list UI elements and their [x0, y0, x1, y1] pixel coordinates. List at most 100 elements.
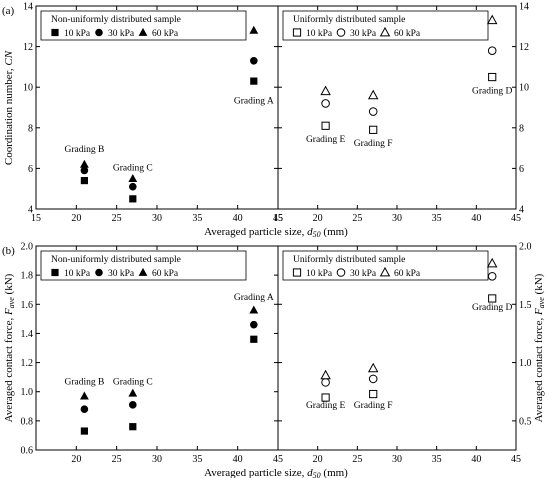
a-left-xtick-label-15: 15	[31, 213, 41, 224]
y-axis-label-a: Coordination number, CN	[3, 50, 15, 165]
b-left-point-30kpa-3	[250, 320, 258, 329]
b-right-legend-label-1: 10 kPa	[306, 269, 333, 279]
a-left-annotation-1: Grading B	[64, 145, 104, 155]
a-left-legend-label-3: 60 kPa	[152, 29, 179, 39]
a-left-legend-marker-3	[138, 27, 148, 36]
ytick-left-label-14: 14	[23, 2, 33, 13]
a-left-subplot: 15 20 25 30 35 40 45 Non-uniformly distributed …	[31, 5, 283, 224]
ytick-left-label-12: 12	[23, 42, 33, 53]
a-right-point-10kpa-1	[321, 121, 330, 130]
a-left-xtick-label-45: 45	[273, 213, 283, 224]
a-left-xtick-label-30: 30	[152, 213, 162, 224]
a-right-point-30kpa-3	[487, 46, 497, 55]
a-right-xtick-label-30: 30	[392, 213, 402, 224]
ytick-right-label-0.5: 0.5	[519, 416, 532, 427]
a-left-xtick-label-35: 35	[192, 213, 202, 224]
b-right-point-10kpa-1	[321, 393, 330, 402]
y-axis-label-b-left: Averaged contact force, Fave (kN)	[3, 273, 16, 422]
b-left-point-10kpa-3	[250, 335, 258, 343]
b-right-annotation-2: Grading F	[354, 401, 393, 411]
b-left-point-60kpa-3	[249, 305, 259, 314]
b-left-legend-label-2: 30 kPa	[108, 269, 135, 279]
b-right-xtick-label-25: 25	[352, 454, 362, 465]
b-right-subplot: 20 25 30 35 40 45 Uniformly distributed sample…	[277, 245, 521, 465]
panel-tag-b: (b)	[2, 245, 15, 257]
b-right-xtick-label-40: 40	[471, 454, 481, 465]
ytick-left-label-1.6: 1.6	[21, 300, 34, 311]
ytick-right-label-14: 14	[519, 2, 529, 13]
b-right-legend-marker-2	[336, 268, 346, 277]
ytick-left-label-2: 2.0	[21, 242, 34, 253]
ytick-right-label-6: 6	[519, 164, 524, 175]
b-left-point-30kpa-2	[129, 401, 137, 409]
a-right-legend-marker-1	[292, 28, 302, 37]
a-left-annotation-3: Grading A	[234, 96, 274, 106]
a-right-point-30kpa-1	[321, 99, 330, 108]
a-left-legend-label-2: 30 kPa	[108, 29, 135, 39]
a-right-annotation-3: Grading D	[472, 86, 513, 96]
a-left-xtick-label-25: 25	[112, 213, 122, 224]
a-right-point-30kpa-2	[368, 107, 378, 116]
b-left-legend-marker-1	[51, 268, 59, 277]
ytick-right-label-12: 12	[519, 42, 529, 53]
a-left-legend-title: Non-uniformly distributed sample	[51, 14, 181, 25]
a-right-point-10kpa-2	[369, 125, 378, 134]
panel-tag-a: (a)	[2, 5, 15, 17]
a-left-point-30kpa-3	[250, 57, 258, 65]
a-right-legend-label-2: 30 kPa	[350, 29, 377, 39]
b-left-legend-marker-3	[138, 267, 148, 276]
ytick-left-label-10: 10	[23, 83, 33, 94]
b-left-xtick-label-40: 40	[233, 454, 243, 465]
b-left-point-60kpa-1	[80, 391, 89, 400]
ytick-left-label-1.8: 1.8	[21, 271, 34, 282]
b-left-point-30kpa-1	[80, 405, 89, 414]
ytick-left-label-1: 1.0	[21, 387, 34, 398]
a-left-legend-label-1: 10 kPa	[64, 29, 91, 39]
b-right-legend-marker-3	[379, 266, 391, 277]
panel-a: (a) 15 20 25 30 35 40 45 Non-uniformly distribut…	[2, 2, 529, 240]
a-right-xtick-label-40: 40	[471, 213, 481, 224]
a-right-point-60kpa-2	[367, 89, 379, 100]
b-left-subplot: 20 25 30 35 40 45 Non-uniformly distributed sa…	[35, 245, 283, 465]
a-right-xtick-label-35: 35	[432, 213, 442, 224]
b-right-xtick-label-20: 20	[313, 454, 323, 465]
a-left-annotation-2: Grading C	[113, 163, 153, 173]
b-left-annotation-3: Grading A	[234, 293, 274, 303]
b-right-annotation-3: Grading D	[472, 303, 513, 313]
a-left-point-30kpa-2	[129, 182, 137, 191]
b-right-legend-label-2: 30 kPa	[350, 269, 377, 279]
a-left-point-10kpa-3	[250, 77, 258, 85]
a-right-xtick-label-25: 25	[352, 213, 362, 224]
x-axis-label-a: Averaged particle size, d50 (mm)	[204, 226, 348, 239]
b-left-legend-label-3: 60 kPa	[152, 269, 179, 279]
a-right-point-10kpa-3	[488, 72, 497, 82]
a-right-subplot: 15 20 25 30 35 40 45 Uniformly distributed samp…	[273, 5, 521, 224]
b-left-point-60kpa-2	[128, 388, 138, 397]
b-right-legend-marker-1	[292, 268, 302, 277]
a-right-legend-marker-2	[336, 28, 346, 37]
a-right-xtick-label-45: 45	[511, 213, 521, 224]
a-right-point-60kpa-1	[320, 85, 331, 96]
a-left-point-60kpa-3	[249, 25, 259, 34]
b-right-legend-title: Uniformly distributed sample	[293, 254, 405, 265]
b-right-point-10kpa-2	[369, 389, 378, 399]
a-left-point-60kpa-2	[128, 173, 138, 182]
b-left-xtick-label-35: 35	[192, 454, 202, 465]
ytick-right-label-2: 2.0	[519, 242, 532, 253]
ytick-left-label-0.8: 0.8	[21, 416, 34, 427]
ytick-right-label-1: 1.0	[519, 358, 532, 369]
y-axis-label-b-right: Averaged contact force, Fave (kN)	[533, 273, 546, 422]
a-right-point-60kpa-3	[486, 14, 498, 25]
a-left-point-60kpa-1	[80, 159, 89, 168]
b-right-point-30kpa-3	[487, 272, 497, 281]
b-left-xtick-label-25: 25	[112, 454, 122, 465]
b-right-point-30kpa-2	[368, 374, 378, 384]
b-left-xtick-label-30: 30	[152, 454, 162, 465]
ytick-right-label-8: 8	[519, 123, 524, 134]
b-right-xtick-label-30: 30	[392, 454, 402, 465]
a-left-point-10kpa-1	[80, 176, 88, 185]
b-right-xtick-label-35: 35	[432, 454, 442, 465]
a-right-legend-label-3: 60 kPa	[394, 29, 421, 39]
b-left-legend-marker-2	[95, 268, 103, 277]
